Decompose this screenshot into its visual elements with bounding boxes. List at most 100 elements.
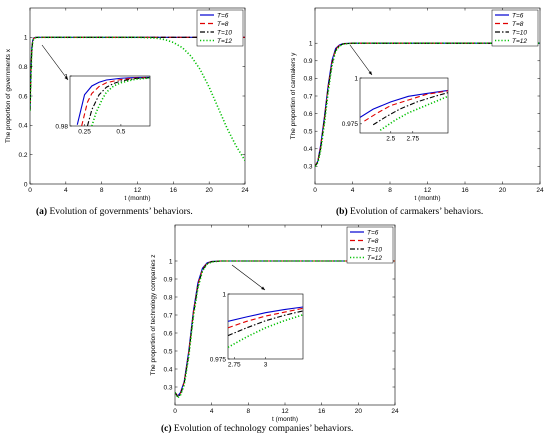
series-line-t-12 — [315, 42, 540, 167]
legend: T=6 T=8T=10 T=12 — [346, 226, 394, 264]
x-tick-label: 0 — [313, 187, 317, 194]
inset-arrow — [231, 264, 266, 291]
inset-series-line-t-12 — [379, 95, 448, 131]
inset-x-tick-label: 0.5 — [116, 129, 125, 136]
caption-b: (b) Evolution of carmakers’ behaviors. — [336, 207, 483, 217]
inset-series-line-t-8 — [81, 76, 150, 126]
y-tick-label: 0.8 — [163, 294, 172, 301]
inset-series-line-t-6 — [228, 306, 303, 322]
inset-series-line-t-8 — [364, 90, 448, 122]
caption-a-tag: (a) — [36, 207, 48, 217]
x-tick-label: 20 — [499, 187, 507, 194]
caption-a: (a) Evolution of governments’ behaviors. — [36, 207, 193, 217]
x-tick-label: 8 — [388, 187, 392, 194]
series-line-t-10 — [30, 36, 245, 111]
inset-y-tick-label: 1 — [64, 73, 68, 80]
x-tick-label: 24 — [391, 408, 399, 415]
legend: T=6 T=8T=10 T=12 — [196, 9, 244, 47]
chart-b: 0 4 8 12 16 20 24 0.3 0.4 0.5 0.6 0.7 0.8 0.9 1 t (mont… — [290, 7, 544, 202]
x-tick-label: 24 — [536, 187, 544, 194]
legend-label: T=10 — [367, 246, 382, 253]
legend-label: T=10 — [217, 29, 232, 36]
chart-a: 0 4 8 12 16 20 24 0 0.2 0.4 0.6 0.8 1 t (month) The pr… — [5, 7, 249, 202]
x-tick-label: 16 — [318, 408, 326, 415]
inset-series-group — [76, 76, 150, 126]
x-tick-label: 4 — [351, 187, 355, 194]
arrow-head — [261, 286, 265, 290]
y-tick-label: 0.3 — [163, 384, 172, 391]
inset-series-line-t-8 — [228, 307, 303, 329]
y-tick-label: 0.9 — [163, 276, 172, 283]
y-tick-label: 0.4 — [18, 123, 27, 130]
caption-c-text: Evolution of technology companies’ behav… — [173, 424, 354, 434]
caption-b-text: Evolution of carmakers’ behaviors. — [350, 207, 484, 217]
inset-y-tick-label: 0.98 — [55, 123, 68, 130]
series-line-t-12 — [30, 36, 245, 161]
arrow-shaft — [41, 44, 69, 81]
x-tick-label: 20 — [206, 187, 214, 194]
inset-plot: 2.5 2.75 0.975 1 — [342, 75, 449, 143]
y-tick-label: 0.8 — [18, 64, 27, 71]
y-axis-label: The proportion of technology companies z — [150, 254, 157, 375]
x-tick-label: 12 — [281, 408, 289, 415]
inset-y-tick-label: 1 — [222, 291, 226, 298]
y-tick-label: 0.2 — [18, 152, 27, 159]
inset-series-line-t-12 — [91, 77, 150, 126]
legend-label: T=6 — [367, 229, 379, 236]
legend-label: T=6 — [512, 12, 524, 19]
series-line-t-10 — [315, 42, 540, 167]
inset-plot: 2.75 3 0.975 1 — [210, 291, 304, 369]
legend-label: T=8 — [367, 238, 379, 245]
x-tick-label: 8 — [247, 408, 251, 415]
legend-label: T=8 — [217, 21, 229, 28]
y-tick-label: 0.6 — [163, 330, 172, 337]
caption-b-tag: (b) — [336, 207, 348, 217]
y-tick-label: 1 — [169, 258, 173, 265]
inset-series-line-t-6 — [360, 89, 448, 118]
y-tick-label: 0 — [24, 181, 28, 188]
inset-x-tick-label: 2.75 — [228, 362, 241, 369]
y-tick-label: 0.9 — [303, 58, 312, 65]
y-tick-label: 0.5 — [303, 129, 312, 136]
inset-y-tick-label: 1 — [354, 75, 358, 82]
chart-c: 0 4 8 12 16 20 24 0.3 0.4 0.5 0.6 0.7 0.8 0.9 1 t (mont… — [150, 224, 399, 423]
arrow-head — [368, 71, 372, 75]
x-tick-label: 16 — [170, 187, 178, 194]
x-tick-label: 20 — [355, 408, 363, 415]
y-tick-label: 0.5 — [163, 348, 172, 355]
y-tick-label: 0.4 — [303, 146, 312, 153]
x-tick-label: 0 — [28, 187, 32, 194]
series-group — [175, 260, 395, 400]
arrow-head — [64, 76, 68, 80]
inset-series-line-t-6 — [76, 76, 150, 125]
inset-plot: 0.25 0.5 0.98 1 — [55, 73, 151, 136]
x-axis-label: t (month) — [272, 416, 298, 423]
inset-x-tick-label: 0.25 — [78, 129, 91, 136]
y-tick-label: 0.6 — [303, 111, 312, 118]
y-tick-label: 0.7 — [303, 93, 312, 100]
y-tick-label: 1 — [309, 41, 313, 48]
x-tick-label: 8 — [100, 187, 104, 194]
legend: T=6 T=8T=10 T=12 — [491, 9, 539, 47]
x-tick-label: 4 — [64, 187, 68, 194]
arrow-shaft — [349, 44, 373, 76]
legend-label: T=8 — [512, 21, 524, 28]
y-axis-label: The proportion of governments x — [5, 48, 12, 143]
legend-label: T=6 — [217, 12, 229, 19]
inset-series-group — [360, 89, 448, 131]
y-axis-label: The proportion of carmakers y — [290, 52, 297, 139]
x-axis-label: t (month) — [124, 195, 150, 202]
arrow-shaft — [231, 264, 266, 291]
x-tick-label: 12 — [424, 187, 432, 194]
x-tick-label: 16 — [461, 187, 469, 194]
x-tick-label: 24 — [241, 187, 249, 194]
inset-x-tick-label: 3 — [264, 362, 268, 369]
legend-box — [346, 226, 394, 264]
legend-label: T=12 — [512, 38, 527, 45]
y-tick-label: 0.8 — [303, 76, 312, 83]
x-axis-label: t (month) — [414, 195, 440, 202]
series-group — [30, 36, 245, 161]
y-tick-label: 0.3 — [303, 164, 312, 171]
legend-box — [491, 9, 539, 47]
